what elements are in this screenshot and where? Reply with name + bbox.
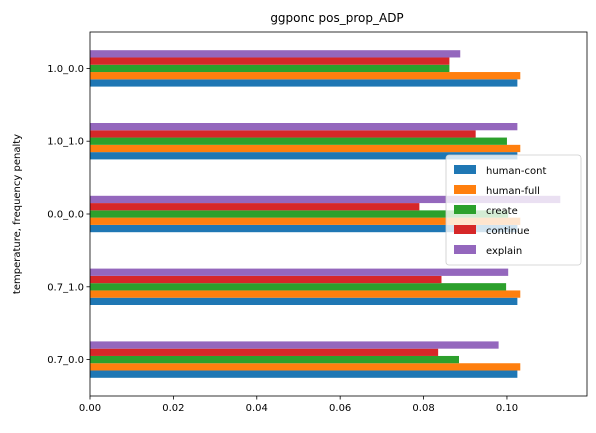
- x-tick-label: 0.08: [412, 403, 434, 414]
- legend-swatch-human-cont: [454, 165, 476, 174]
- bar-continue-0.7_0.0: [90, 348, 439, 356]
- bar-human-cont-0.7_1.0: [90, 297, 518, 305]
- x-tick-label: 0.10: [496, 403, 518, 414]
- bar-human-cont-0.0_0.0: [90, 224, 518, 233]
- bar-human-full-0.7_0.0: [90, 363, 521, 371]
- bar-human-full-1.0_1.0: [90, 144, 521, 153]
- x-tick-label: 0.02: [162, 403, 184, 414]
- y-tick-label: 0.7_0.0: [47, 355, 84, 366]
- y-axis-label: temperature, frequency penalty: [12, 134, 23, 294]
- bar-create-1.0_0.0: [90, 64, 450, 73]
- bar-continue-1.0_0.0: [90, 57, 450, 65]
- bar-create-0.0_0.0: [90, 210, 509, 218]
- y-tick-label: 0.7_1.0: [47, 282, 84, 293]
- bar-explain-1.0_0.0: [90, 50, 461, 58]
- bar-explain-0.7_0.0: [90, 341, 499, 349]
- axes-layer: 0.00 0.02 0.04 0.06 0.08 0.10 0.7_0.0 0.7_1.0 0.…: [47, 31, 588, 414]
- bar-explain-0.0_0.0: [90, 195, 561, 204]
- bar-human-cont-0.7_0.0: [90, 370, 518, 378]
- bar-explain-1.0_1.0: [90, 123, 518, 131]
- bar-continue-0.0_0.0: [90, 203, 420, 211]
- legend-swatch-human-full: [454, 185, 476, 194]
- bar-human-full-1.0_0.0: [90, 72, 521, 80]
- bar-continue-0.7_1.0: [90, 275, 442, 284]
- y-tick-label: 1.0_0.0: [47, 64, 84, 75]
- legend: human-cont human-full create continue explai…: [445, 154, 582, 266]
- legend-label-explain: explain: [486, 246, 522, 257]
- legend-label-continue: continue: [486, 226, 529, 237]
- legend-label-human-full: human-full: [486, 186, 540, 197]
- chart-title: ggponc pos_prop_ADP: [270, 11, 403, 25]
- legend-label-create: create: [486, 206, 518, 217]
- y-tick-label: 0.0_0.0: [47, 210, 84, 221]
- legend-swatch-explain: [454, 245, 476, 254]
- legend-swatch-continue: [454, 225, 476, 234]
- bar-create-0.7_0.0: [90, 355, 459, 364]
- legend-label-human-cont: human-cont: [486, 166, 546, 177]
- legend-box: [445, 154, 582, 266]
- x-tick-label: 0.00: [79, 403, 101, 414]
- bar-continue-1.0_1.0: [90, 130, 476, 138]
- legend-swatch-create: [454, 205, 476, 214]
- bar-human-full-0.7_1.0: [90, 290, 521, 298]
- bar-create-1.0_1.0: [90, 137, 507, 145]
- bar-human-cont-1.0_1.0: [90, 152, 518, 160]
- bar-human-full-0.0_0.0: [90, 217, 521, 225]
- bars-layer: [90, 50, 561, 378]
- x-tick-label: 0.06: [329, 403, 351, 414]
- x-tick-label: 0.04: [246, 403, 268, 414]
- bar-create-0.7_1.0: [90, 283, 507, 291]
- bar-human-cont-1.0_0.0: [90, 79, 518, 87]
- y-tick-label: 1.0_1.0: [47, 137, 84, 148]
- bar-explain-0.7_1.0: [90, 268, 509, 276]
